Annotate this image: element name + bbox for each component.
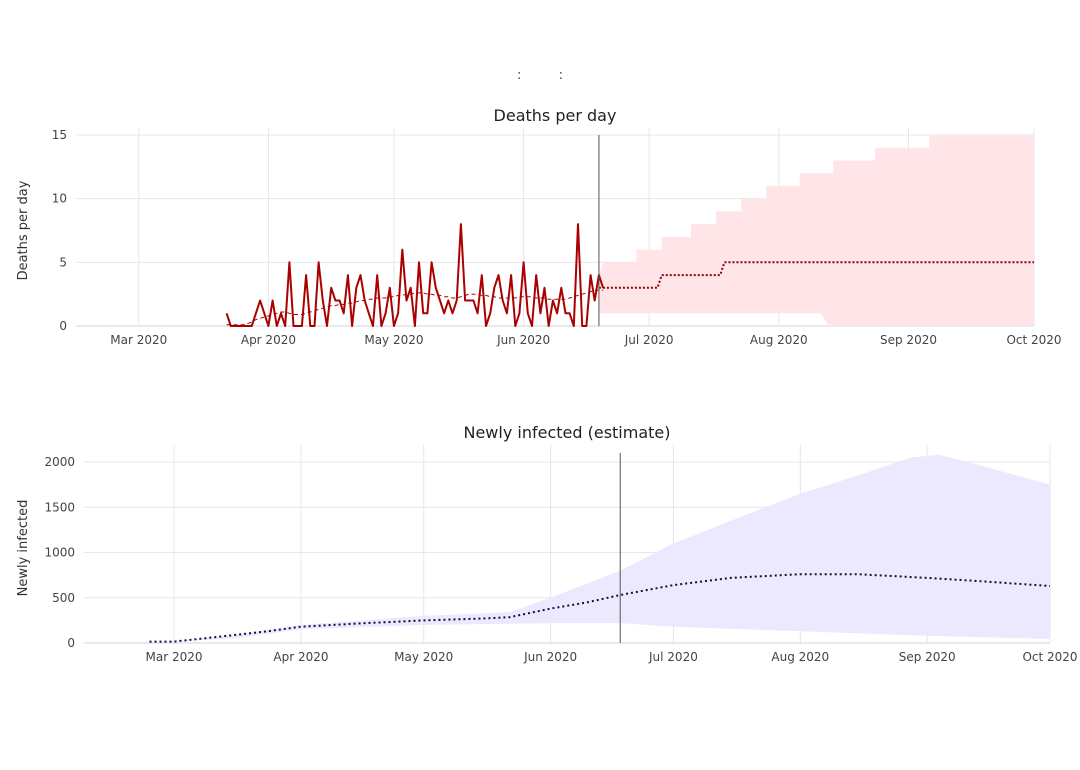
x-tick-label: Sep 2020 — [899, 650, 956, 664]
x-tick-label: Apr 2020 — [273, 650, 328, 664]
chart-title: Deaths per day — [494, 106, 617, 125]
x-tick-label: Aug 2020 — [771, 650, 829, 664]
x-tick-label: May 2020 — [394, 650, 453, 664]
chart-title: Newly infected (estimate) — [463, 423, 670, 442]
y-axis-label: Newly infected — [16, 500, 31, 597]
x-tick-label: May 2020 — [364, 333, 423, 347]
y-tick-label: 5 — [59, 255, 67, 269]
deaths-per-day-chart: Mar 2020 Apr 2020 May 2020 Jun 2020 Jul 2020… — [16, 106, 1062, 347]
newly-infected-chart: Mar 2020 Apr 2020 May 2020 Jun 2020 Jul 2020… — [16, 423, 1078, 664]
y-tick-label: 0 — [59, 319, 67, 333]
y-axis-label: Deaths per day — [16, 180, 31, 280]
x-tick-label: Sep 2020 — [880, 333, 937, 347]
x-tick-label: Jul 2020 — [624, 333, 674, 347]
x-tick-label: Oct 2020 — [1022, 650, 1077, 664]
x-tick-label: Oct 2020 — [1006, 333, 1061, 347]
x-tick-label: Jun 2020 — [496, 333, 550, 347]
page-title: : : — [517, 68, 563, 83]
y-tick-label: 1500 — [44, 500, 75, 514]
y-tick-label: 500 — [52, 591, 75, 605]
x-tick-label: Jun 2020 — [523, 650, 577, 664]
x-tick-label: Aug 2020 — [750, 333, 808, 347]
y-tick-label: 2000 — [44, 455, 75, 469]
uncertainty-band — [598, 135, 1034, 326]
x-tick-label: Jul 2020 — [648, 650, 698, 664]
uncertainty-band — [149, 454, 1050, 642]
x-tick-label: Apr 2020 — [241, 333, 296, 347]
y-tick-label: 1000 — [44, 546, 75, 560]
y-tick-label: 10 — [52, 192, 67, 206]
y-tick-label: 15 — [52, 128, 67, 142]
series-line-estimate — [149, 573, 1051, 643]
series-line-forecast — [598, 261, 1034, 289]
series-line-observed — [225, 223, 605, 327]
y-tick-label: 0 — [67, 636, 75, 650]
series-line-observed-smoothed — [226, 289, 604, 326]
x-tick-label: Mar 2020 — [110, 333, 167, 347]
x-tick-label: Mar 2020 — [146, 650, 203, 664]
